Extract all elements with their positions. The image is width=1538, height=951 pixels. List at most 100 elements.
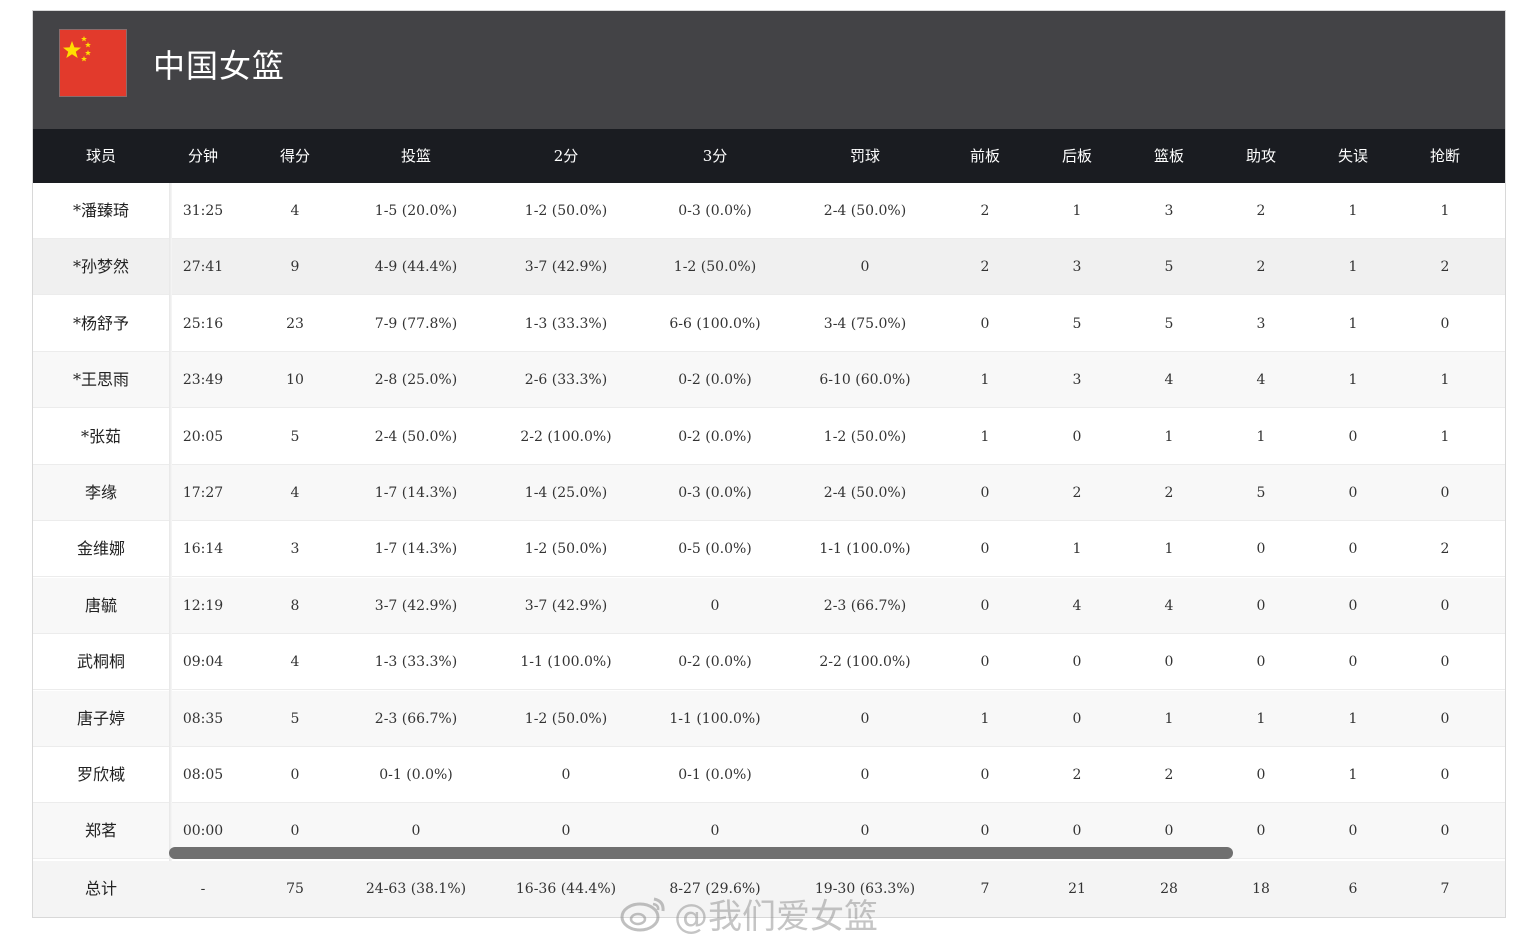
table-row[interactable]: 武桐桐 09:04 4 1-3 (33.3%) 1-1 (100.0%) 0-2 (0.0… [33,634,1505,691]
watermark-text: @我们爱女篮 [674,896,878,937]
cell-minutes: 31:25 [182,203,224,219]
table-row[interactable]: 金维娜 16:14 3 1-7 (14.3%) 1-2 (50.0%) 0-5 (0.0%… [33,521,1505,578]
cell-ft: 6-10 (60.0%) [819,372,911,389]
table-row[interactable]: *潘臻琦 31:25 4 1-5 (20.0%) 1-2 (50.0%) 0-3 (0.0… [33,183,1505,239]
cell-three-pt: 6-6 (100.0%) [669,315,761,332]
cell-tov: 1 [1348,767,1358,783]
cell-three-pt: 0 [710,597,720,614]
cell-three-pt: 0-3 (0.0%) [678,485,752,501]
cell-ast: 2 [1256,259,1266,276]
cell-off-reb: 0 [980,315,990,332]
cell-def-reb: 2 [1072,485,1082,501]
table-row[interactable]: 唐子婷 08:35 5 2-3 (66.7%) 1-2 (50.0%) 1-1 (100.… [33,690,1505,747]
frozen-column-divider [169,183,172,917]
cell-stl: 1 [1440,203,1450,219]
total-tov: 6 [1348,881,1358,897]
cell-fg: 0-1 (0.0%) [379,767,453,783]
cell-reb: 4 [1164,597,1174,614]
total-stl: 7 [1440,881,1450,897]
cell-off-reb: 2 [980,259,990,276]
cell-tov: 1 [1348,710,1358,727]
cell-ft: 2-2 (100.0%) [819,654,911,671]
cell-player: *孙梦然 [72,257,129,277]
table-row[interactable]: *杨舒予 25:16 23 7-9 (77.8%) 1-3 (33.3%) 6-6 (10… [33,295,1505,352]
cell-player: *杨舒予 [72,313,129,333]
cell-ast: 1 [1256,710,1266,727]
cell-reb: 1 [1164,710,1174,727]
cell-stl: 1 [1440,428,1450,445]
team-name: 中国女篮 [153,47,286,85]
table-row[interactable]: 李缘 17:27 4 1-7 (14.3%) 1-4 (25.0%) 0-3 (0.0%)… [33,465,1505,521]
cell-stl: 1 [1440,372,1450,389]
cell-two-pt: 1-3 (33.3%) [524,315,608,332]
column-header-stl: 抢断 [1429,147,1460,165]
cell-def-reb: 0 [1072,654,1082,671]
cell-tov: 0 [1348,654,1358,671]
cell-ast: 0 [1256,597,1266,614]
table-row[interactable]: *张茹 20:05 5 2-4 (50.0%) 2-2 (100.0%) 0-2 (0.0… [33,408,1505,465]
cell-tov: 1 [1348,315,1358,332]
table-row[interactable]: 罗欣棫 08:05 0 0-1 (0.0%) 0 0-1 (0.0%) 0 0 2 2 0 1 0 [33,747,1505,803]
cell-stl: 0 [1440,710,1450,727]
cell-tov: 0 [1348,541,1358,558]
cell-fg: 3-7 (42.9%) [374,597,458,614]
column-header-three-pt: 3分 [702,147,728,165]
cell-reb: 0 [1164,823,1174,840]
total-def-reb: 21 [1068,881,1086,897]
cell-def-reb: 2 [1072,767,1082,783]
table-row[interactable]: 唐毓 12:19 8 3-7 (42.9%) 3-7 (42.9%) 0 2-3 (66.7… [33,577,1505,634]
table-row[interactable]: *王思雨 23:49 10 2-8 (25.0%) 2-6 (33.3%) 0-2 (0.… [33,352,1505,409]
cell-off-reb: 1 [980,428,990,445]
column-header-reb: 篮板 [1153,147,1184,165]
total-ast: 18 [1252,881,1270,897]
cell-two-pt: 1-1 (100.0%) [520,654,612,671]
cell-off-reb: 0 [980,597,990,614]
cell-reb: 4 [1164,372,1174,389]
cell-points: 0 [290,767,300,783]
cell-off-reb: 0 [980,485,990,501]
cell-ft: 1-1 (100.0%) [819,541,911,558]
cell-fg: 7-9 (77.8%) [374,315,458,332]
table-row[interactable]: *孙梦然 27:41 9 4-9 (44.4%) 3-7 (42.9%) 1-2 (50.… [33,239,1505,296]
cell-points: 4 [290,654,300,671]
box-score-card: 中国女篮 球员 分钟 得分 投篮 2分 3分 罚球 前板 后板 篮板 助攻 失误 抢断 *潘臻琦 31:2… [32,10,1506,918]
cell-ft: 2-4 (50.0%) [823,485,907,501]
cell-three-pt: 0 [710,823,720,840]
cell-off-reb: 2 [980,203,990,219]
cell-tov: 0 [1348,597,1358,614]
cell-reb: 0 [1164,654,1174,671]
total-three-pt: 8-27 (29.6%) [669,881,761,897]
cell-minutes: 00:00 [182,823,224,840]
cell-tov: 0 [1348,485,1358,501]
cell-two-pt: 1-2 (50.0%) [524,710,608,727]
cell-two-pt: 3-7 (42.9%) [524,259,608,276]
cell-reb: 1 [1164,541,1174,558]
cell-def-reb: 0 [1072,710,1082,727]
cell-player: *王思雨 [72,370,129,390]
cell-ast: 5 [1256,485,1266,501]
cell-def-reb: 1 [1072,541,1082,558]
cell-fg: 2-4 (50.0%) [374,428,458,445]
cell-fg: 2-8 (25.0%) [374,372,458,389]
cell-fg: 4-9 (44.4%) [374,259,458,276]
cell-player: 武桐桐 [76,652,125,672]
cell-fg: 2-3 (66.7%) [374,710,458,727]
cell-minutes: 09:04 [182,654,224,671]
team-header: 中国女篮 [33,11,1505,129]
cell-fg: 1-5 (20.0%) [374,203,458,219]
cell-three-pt: 0-2 (0.0%) [678,372,752,389]
cell-player: *潘臻琦 [72,201,129,220]
cell-stl: 0 [1440,315,1450,332]
cell-off-reb: 0 [980,823,990,840]
cell-def-reb: 0 [1072,823,1082,840]
total-reb: 28 [1160,881,1178,897]
cell-reb: 5 [1164,259,1174,276]
cell-ft: 2-3 (66.7%) [823,597,907,614]
cell-points: 4 [290,485,300,501]
cell-minutes: 16:14 [182,541,224,558]
column-header-ft: 罚球 [849,147,880,165]
horizontal-scrollbar[interactable] [169,847,1233,859]
cell-points: 4 [290,203,300,219]
cell-ast: 1 [1256,428,1266,445]
total-ft: 19-30 (63.3%) [814,881,916,897]
